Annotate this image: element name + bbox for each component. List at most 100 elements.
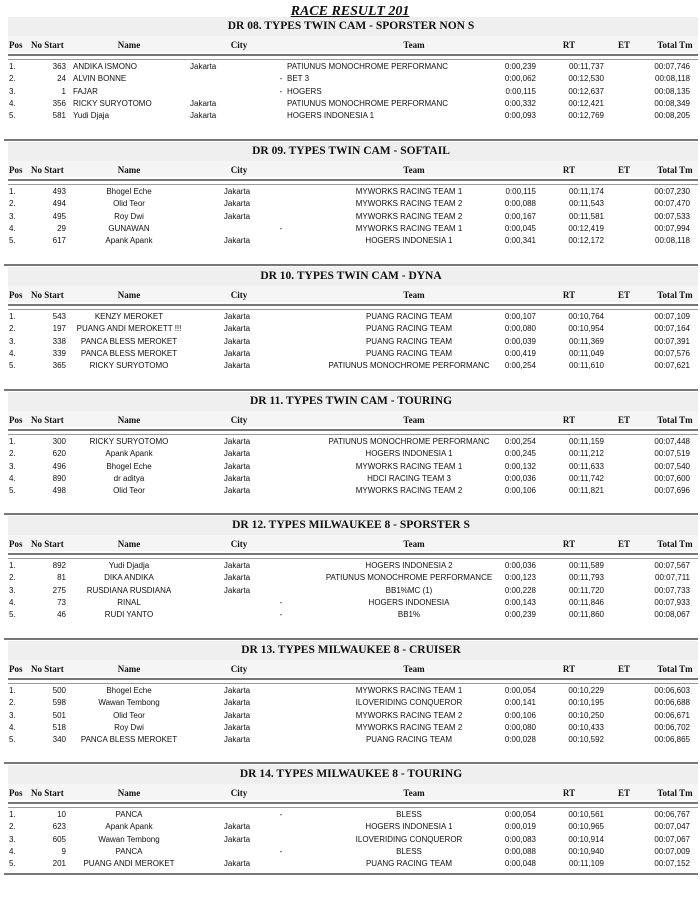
cell-no-start: 1	[61, 86, 66, 96]
cell-rt: 0:00,088	[504, 199, 536, 209]
cell-team: HOGERS	[287, 86, 322, 96]
cell-et: 00:10,561	[568, 810, 604, 819]
table-row: 1. 10 PANCA - BLESS 0:00,054 00:10,561 00:06,76…	[4, 810, 698, 822]
cell-et: 00:11,610	[569, 361, 604, 371]
cell-pos: 3.	[9, 461, 16, 471]
cell-no-start: 338	[52, 336, 66, 346]
cell-team: BB1%MC (1)	[385, 585, 433, 595]
column-header-name: Name	[117, 40, 141, 50]
section-title: DR 12. TYPES MILWAUKEE 8 - SPORSTER S	[232, 519, 470, 531]
cell-team: PATIUNUS MONOCHROME PERFORMANC	[328, 437, 490, 446]
cell-rt: 0:00,054	[504, 810, 536, 819]
cell-total-tm: 00:06,671	[654, 710, 690, 720]
table-row: 1. 543 KENZY MEROKET Jakarta PUANG RACING TE…	[4, 312, 698, 324]
table-row: 3. 501 Olid Teor Jakarta MYWORKS RACING TEAM…	[4, 711, 698, 723]
column-header-no-start: No Start	[31, 539, 64, 549]
cell-no-start: 10	[57, 810, 66, 819]
cell-city: Jakarta	[223, 561, 251, 570]
cell-total-tm: 00:06,865	[654, 735, 690, 745]
header-rule	[8, 802, 698, 808]
cell-et: 00:11,212	[569, 449, 604, 459]
cell-et: 00:10,954	[568, 324, 604, 334]
column-header-pos: Pos	[9, 664, 23, 674]
cell-rt: 0:00,048	[504, 859, 536, 869]
cell-et: 00:11,846	[569, 597, 604, 607]
cell-total-tm: 00:07,009	[654, 846, 690, 856]
cell-name: Apank Apank	[105, 449, 153, 459]
cell-city: Jakarta	[223, 199, 251, 209]
cell-team: PUANG RACING TEAM	[365, 336, 453, 346]
column-header-et: ET	[617, 415, 630, 425]
cell-pos: 4.	[9, 223, 16, 233]
race-section: DR 08. TYPES TWIN CAM - SPORSTER NON S Po…	[4, 14, 698, 138]
column-header-city: City	[230, 539, 248, 549]
race-section: DR 13. TYPES MILWAUKEE 8 - CRUISER Pos No …	[4, 638, 698, 762]
cell-city: Jakarta	[223, 348, 251, 358]
section-title-band	[8, 641, 698, 660]
column-header-pos: Pos	[9, 539, 23, 549]
cell-name: GUNAWAN	[108, 223, 150, 233]
cell-city: Jakarta	[223, 473, 251, 483]
cell-pos: 5.	[9, 735, 16, 745]
column-header-name: Name	[117, 415, 141, 425]
section-title: DR 09. TYPES TWIN CAM - SOFTAIL	[252, 145, 450, 157]
table-row: 2. 24 ALVIN BONNE - BET 3 0:00,062 00:12,530 00…	[4, 74, 698, 86]
column-header-total-tm: Total Tm	[657, 165, 693, 175]
cell-team: PUANG RACING TEAM	[365, 312, 453, 321]
cell-total-tm: 00:07,733	[654, 585, 690, 595]
header-band	[8, 411, 698, 427]
section-title: DR 14. TYPES MILWAUKEE 8 - TOURING	[239, 768, 463, 780]
cell-no-start: 275	[52, 585, 66, 595]
cell-name: RICKY SURYOTOMO	[73, 98, 152, 108]
column-header-rt: RT	[562, 539, 576, 549]
cell-et: 00:12,172	[568, 236, 604, 246]
column-header-name: Name	[117, 664, 141, 674]
cell-et: 00:11,369	[569, 336, 604, 346]
column-header-no-start: No Start	[31, 165, 64, 175]
cell-city: Jakarta	[223, 698, 251, 708]
cell-et: 00:11,109	[569, 859, 604, 869]
cell-rt: 0:00,045	[504, 223, 536, 233]
divider	[4, 638, 698, 640]
cell-name: Bhogel Eche	[106, 461, 152, 471]
cell-rt: 0:00,106	[504, 486, 536, 496]
cell-pos: 4.	[9, 473, 16, 483]
cell-rt: 0:00,254	[504, 361, 536, 371]
cell-rt: 0:00,239	[504, 610, 536, 620]
cell-no-start: 617	[52, 236, 66, 246]
column-header-pos: Pos	[9, 788, 23, 798]
table-row: 5. 201 PUANG ANDI MEROKET Jakarta PUANG RACI…	[4, 859, 698, 871]
cell-no-start: 496	[52, 461, 66, 471]
cell-et: 00:12,419	[568, 223, 604, 233]
cell-name: RINAL	[117, 597, 141, 607]
cell-name: PANCA BLESS MEROKET	[80, 336, 178, 346]
cell-pos: 4.	[9, 348, 16, 358]
table-row: 2. 81 DIKA ANDIKA Jakarta PATIUNUS MONOCHROM…	[4, 573, 698, 585]
cell-team: BLESS	[396, 846, 422, 856]
column-header-total-tm: Total Tm	[657, 40, 693, 50]
section-title-band	[8, 392, 698, 411]
cell-et: 00:10,914	[568, 834, 604, 844]
cell-total-tm: 00:07,047	[654, 822, 690, 832]
column-header-pos: Pos	[9, 40, 23, 50]
cell-name: PANCA	[115, 846, 143, 856]
column-header-no-start: No Start	[31, 290, 64, 300]
cell-city: Jakarta	[223, 461, 251, 471]
table-row: 3. 496 Bhogel Eche Jakarta MYWORKS RACING TE…	[4, 462, 698, 474]
table-row: 1. 363 ANDIKA ISMONO Jakarta PATIUNUS MONOCH…	[4, 62, 698, 74]
cell-name: RUDI YANTO	[104, 610, 154, 620]
column-header-team: Team	[403, 415, 425, 425]
cell-no-start: 365	[52, 361, 66, 371]
cell-team: PATIUNUS MONOCHROME PERFORMANCE	[325, 573, 493, 583]
cell-pos: 3.	[9, 834, 16, 844]
cell-rt: 0:00,062	[504, 74, 536, 84]
cell-city: Jakarta	[223, 324, 251, 334]
cell-name: PANCA	[115, 810, 143, 819]
table-row: 1. 892 Yudi Djadja Jakarta HOGERS INDONESIA …	[4, 561, 698, 573]
cell-et: 00:11,049	[569, 348, 604, 358]
cell-pos: 3.	[9, 86, 16, 96]
cell-team: MYWORKS RACING TEAM 2	[355, 710, 463, 720]
cell-city: Jakarta	[223, 187, 251, 196]
cell-team: HOGERS INDONESIA 1	[365, 822, 453, 832]
cell-city: Jakarta	[223, 437, 251, 446]
